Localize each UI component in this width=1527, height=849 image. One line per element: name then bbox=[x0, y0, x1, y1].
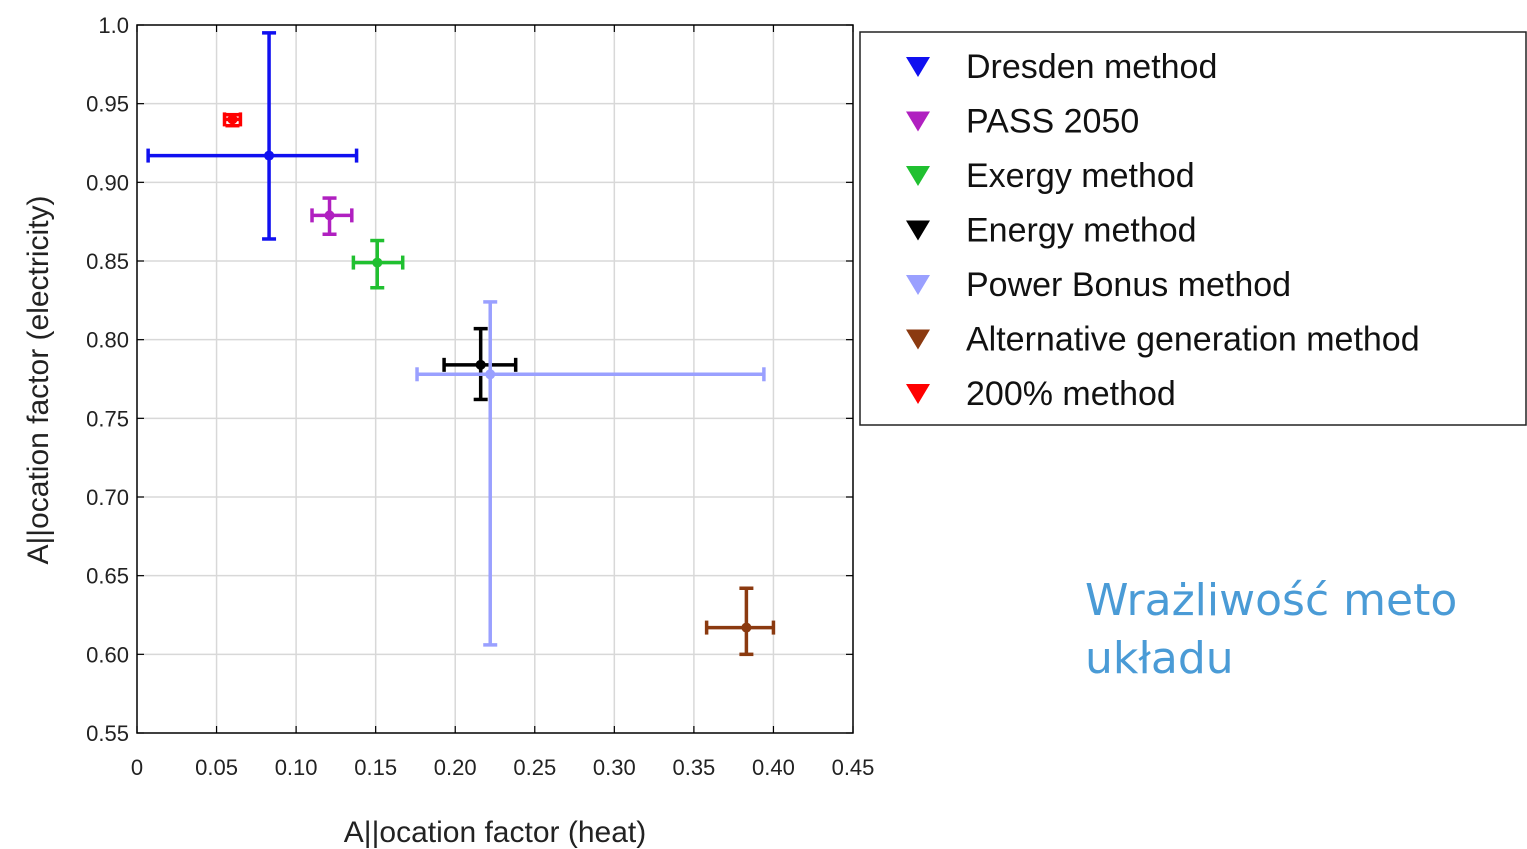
legend-entry: Power Bonus method bbox=[966, 266, 1291, 304]
legend-entry: Exergy method bbox=[966, 157, 1195, 195]
legend-marker bbox=[906, 384, 930, 404]
series-energy-method bbox=[442, 326, 518, 402]
legend-box bbox=[859, 31, 1527, 426]
y-tick-label: 0.90 bbox=[86, 170, 129, 195]
x-tick-label: 0.45 bbox=[832, 755, 875, 780]
series-group bbox=[146, 31, 776, 657]
legend-marker bbox=[906, 57, 930, 77]
data-point bbox=[324, 210, 335, 221]
series-alternative-generation-method bbox=[704, 586, 776, 657]
data-point bbox=[741, 622, 752, 633]
series-dresden-method bbox=[146, 31, 359, 241]
legend: Dresden method PASS 2050 Exergy method Ener… bbox=[859, 31, 1527, 426]
data-point bbox=[372, 257, 383, 268]
legend-entry: Alternative generation method bbox=[966, 321, 1420, 359]
data-point bbox=[227, 114, 238, 125]
x-tick-label: 0 bbox=[131, 755, 143, 780]
y-tick-label: 1.0 bbox=[98, 13, 129, 38]
y-tick-label: 0.60 bbox=[86, 642, 129, 667]
y-tick-label: 0.70 bbox=[86, 485, 129, 510]
legend-marker bbox=[906, 220, 930, 241]
x-axis-label: A||ocation factor (heat) bbox=[344, 816, 646, 849]
legend-marker bbox=[906, 329, 930, 350]
slide-caption: Wrażliwość meto układu bbox=[1085, 572, 1527, 688]
caption-line-1: Wrażliwość meto bbox=[1085, 575, 1458, 626]
x-tick-label: 0.15 bbox=[354, 755, 397, 780]
x-tick-label: 0.25 bbox=[513, 755, 556, 780]
data-point bbox=[485, 369, 496, 380]
series-exergy-method bbox=[351, 238, 405, 290]
y-tick-label: 0.80 bbox=[86, 328, 129, 353]
y-axis-label: A||ocation factor (electricity) bbox=[22, 195, 55, 564]
y-tick-label: 0.85 bbox=[86, 249, 129, 274]
legend-entry: PASS 2050 bbox=[966, 103, 1139, 141]
legend-entry: Dresden method bbox=[966, 48, 1217, 86]
legend-marker bbox=[906, 166, 930, 186]
data-point bbox=[264, 150, 275, 161]
x-tick-label: 0.10 bbox=[275, 755, 318, 780]
y-tick-label: 0.55 bbox=[86, 721, 129, 746]
axis-ticks: 0 0.05 0.10 0.15 0.20 0.25 0.30 0.35 0.40 0.45 0.5… bbox=[86, 13, 874, 780]
y-tick-label: 0.95 bbox=[86, 92, 129, 117]
caption-line-2: układu bbox=[1085, 633, 1234, 684]
legend-entry: Energy method bbox=[966, 212, 1197, 250]
legend-marker bbox=[906, 275, 930, 295]
x-tick-label: 0.40 bbox=[752, 755, 795, 780]
x-tick-label: 0.35 bbox=[672, 755, 715, 780]
grid bbox=[137, 25, 853, 733]
y-tick-label: 0.65 bbox=[86, 564, 129, 589]
x-tick-label: 0.30 bbox=[593, 755, 636, 780]
series-200-method bbox=[222, 112, 243, 128]
series-pass-2050 bbox=[310, 196, 354, 237]
legend-marker bbox=[906, 111, 930, 132]
plot-frame bbox=[136, 24, 854, 734]
legend-entry: 200% method bbox=[966, 375, 1176, 413]
y-tick-label: 0.75 bbox=[86, 406, 129, 431]
data-point bbox=[475, 359, 486, 370]
x-tick-label: 0.20 bbox=[434, 755, 477, 780]
series-power-bonus-method bbox=[415, 300, 766, 647]
x-tick-label: 0.05 bbox=[195, 755, 238, 780]
